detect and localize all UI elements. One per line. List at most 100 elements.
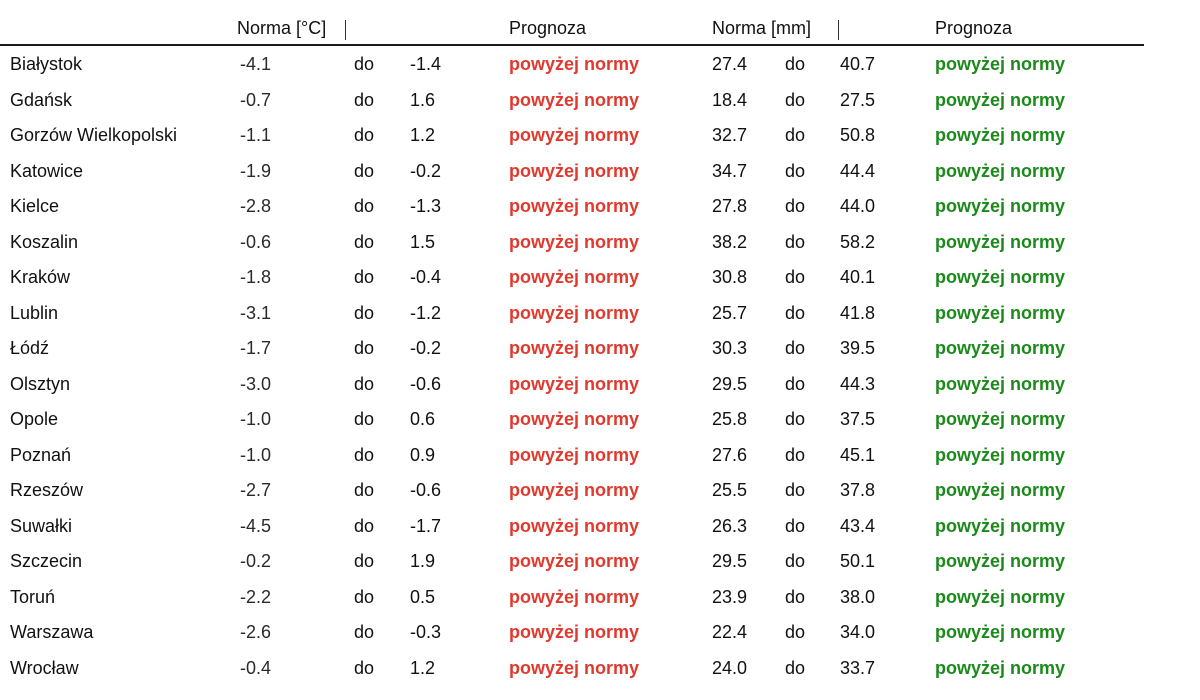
table-row: Koszalin -0.6 do 1.5 powyżej normy 38.2 do 58.2… <box>0 224 1200 260</box>
temp-range-word: do <box>354 302 375 323</box>
precip-norm-min: 29.5 <box>712 551 748 571</box>
precip-norm-max: 27.5 <box>840 89 876 110</box>
data-table-body: Białystok -4.1 do -1.4 powyżej normy 27.4 do 40… <box>0 46 1200 685</box>
temp-norm-max: 0.6 <box>410 409 436 429</box>
temp-norm-max: 1.9 <box>410 551 436 571</box>
table-row: Łódź -1.7 do -0.2 powyżej normy 30.3 do 39.5 pow… <box>0 330 1200 366</box>
temp-range-word: do <box>354 480 375 500</box>
temp-norm-max: 0.9 <box>410 444 436 465</box>
precip-range-word: do <box>785 89 806 110</box>
table-row: Opole -1.0 do 0.6 powyżej normy 25.8 do 37.5 pow… <box>0 401 1200 437</box>
precip-forecast: powyżej normy <box>935 196 1066 216</box>
temp-norm-min: -1.0 <box>240 409 272 429</box>
temp-norm-min: -2.2 <box>240 586 272 607</box>
temp-range-word: do <box>354 444 375 465</box>
precip-range-word: do <box>785 444 806 465</box>
precip-norm-min: 27.6 <box>712 444 748 465</box>
temp-norm-max: -0.2 <box>410 160 442 181</box>
precip-range-word: do <box>785 515 806 536</box>
temp-forecast: powyżej normy <box>509 302 640 323</box>
temp-forecast: powyżej normy <box>509 622 640 642</box>
precip-norm-max: 38.0 <box>840 586 876 607</box>
precip-forecast: powyżej normy <box>935 622 1066 642</box>
temp-range-word: do <box>354 231 375 252</box>
temp-range-word: do <box>354 54 375 74</box>
precip-range-word: do <box>785 480 806 500</box>
precip-norm-min: 34.7 <box>712 160 748 181</box>
precip-forecast: powyżej normy <box>935 657 1066 678</box>
city-name: Szczecin <box>10 551 83 571</box>
precip-range-word: do <box>785 160 806 181</box>
temp-norm-max: -1.2 <box>410 302 442 323</box>
table-row: Kielce -2.8 do -1.3 powyżej normy 27.8 do 44.0 p… <box>0 188 1200 224</box>
temp-norm-min: -1.1 <box>240 125 272 145</box>
precip-forecast: powyżej normy <box>935 160 1066 181</box>
temp-forecast: powyżej normy <box>509 515 640 536</box>
temp-norm-max: -1.4 <box>410 54 442 74</box>
precip-norm-min: 25.8 <box>712 409 748 429</box>
temp-norm-min: -3.1 <box>240 302 272 323</box>
table-row: Suwałki -4.5 do -1.7 powyżej normy 26.3 do 43.4… <box>0 508 1200 544</box>
precip-norm-max: 43.4 <box>840 515 876 536</box>
precip-range-word: do <box>785 54 806 74</box>
city-name: Wrocław <box>10 657 79 678</box>
precip-forecast: powyżej normy <box>935 409 1066 429</box>
precip-norm-max: 45.1 <box>840 444 876 465</box>
table-row: Kraków -1.8 do -0.4 powyżej normy 30.8 do 40.1 p… <box>0 259 1200 295</box>
temp-norm-min: -0.7 <box>240 89 272 110</box>
temp-forecast: powyżej normy <box>509 267 640 287</box>
city-name: Poznań <box>10 444 72 465</box>
precip-norm-max: 37.5 <box>840 409 876 429</box>
temp-forecast: powyżej normy <box>509 125 640 145</box>
temp-forecast: powyżej normy <box>509 89 640 110</box>
precip-range-word: do <box>785 196 806 216</box>
city-name: Gdańsk <box>10 89 73 110</box>
temp-range-word: do <box>354 267 375 287</box>
table-row: Lublin -3.1 do -1.2 powyżej normy 25.7 do 41.8 p… <box>0 295 1200 331</box>
city-name: Łódź <box>10 338 50 358</box>
header-divider <box>345 20 346 40</box>
precip-norm-max: 41.8 <box>840 302 876 323</box>
table-row: Gdańsk -0.7 do 1.6 powyżej normy 18.4 do 27.5 po… <box>0 82 1200 118</box>
temp-range-word: do <box>354 586 375 607</box>
temp-range-word: do <box>354 196 375 216</box>
precip-norm-max: 37.8 <box>840 480 876 500</box>
temp-range-word: do <box>354 373 375 394</box>
precip-norm-min: 30.8 <box>712 267 748 287</box>
temp-forecast: powyżej normy <box>509 657 640 678</box>
temp-norm-min: -2.7 <box>240 480 272 500</box>
precip-norm-min: 18.4 <box>712 89 748 110</box>
temp-norm-header: Norma [°C] <box>237 18 327 38</box>
precip-norm-min: 23.9 <box>712 586 748 607</box>
city-name: Lublin <box>10 302 59 323</box>
temp-norm-min: -1.7 <box>240 338 272 358</box>
temp-norm-min: -1.0 <box>240 444 272 465</box>
temp-range-word: do <box>354 657 375 678</box>
temp-forecast-header: Prognoza <box>509 18 587 38</box>
precip-norm-max: 39.5 <box>840 338 876 358</box>
temp-norm-min: -4.1 <box>240 54 272 74</box>
precip-forecast: powyżej normy <box>935 586 1066 607</box>
temp-norm-max: -1.3 <box>410 196 442 216</box>
city-name: Rzeszów <box>10 480 84 500</box>
temp-norm-max: 1.5 <box>410 231 436 252</box>
temp-forecast: powyżej normy <box>509 586 640 607</box>
precip-norm-min: 38.2 <box>712 231 748 252</box>
precip-forecast: powyżej normy <box>935 480 1066 500</box>
city-name: Toruń <box>10 586 56 607</box>
temp-forecast: powyżej normy <box>509 231 640 252</box>
temp-range-word: do <box>354 338 375 358</box>
temp-range-word: do <box>354 125 375 145</box>
precip-range-word: do <box>785 586 806 607</box>
precip-forecast: powyżej normy <box>935 267 1066 287</box>
precip-forecast-header: Prognoza <box>935 18 1013 38</box>
precip-range-word: do <box>785 551 806 571</box>
precip-forecast: powyżej normy <box>935 89 1066 110</box>
city-name: Katowice <box>10 160 84 181</box>
temp-norm-max: 0.5 <box>410 586 436 607</box>
precip-range-word: do <box>785 338 806 358</box>
temp-norm-min: -0.2 <box>240 551 272 571</box>
city-name: Białystok <box>10 54 83 74</box>
temp-range-word: do <box>354 409 375 429</box>
temp-forecast: powyżej normy <box>509 196 640 216</box>
